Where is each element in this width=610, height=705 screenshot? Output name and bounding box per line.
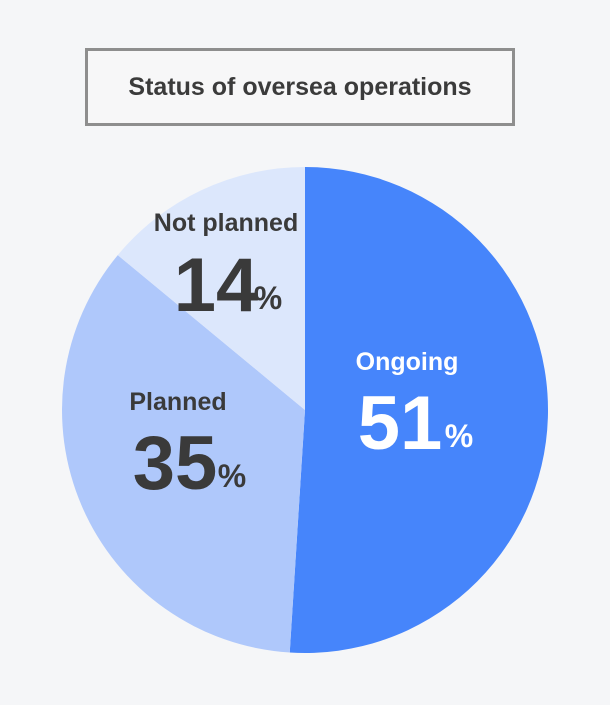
slice-label-not-planned: Not planned: [154, 209, 298, 237]
slice-label-ongoing: Ongoing: [356, 348, 459, 376]
slice-unit-not-planned: %: [254, 280, 282, 316]
slice-value-planned: 35: [133, 421, 218, 506]
slice-unit-planned: %: [218, 458, 246, 494]
chart-title: Status of oversea operations: [128, 72, 472, 101]
pie-labels: Ongoing 51 % Planned 35 % Not planned 14%: [129, 209, 473, 506]
chart-title-box: Status of oversea operations: [85, 48, 515, 126]
pie-slice-ongoing: [289, 167, 549, 654]
slice-value-not-planned: 14: [174, 243, 259, 328]
pie-slice-planned: [62, 255, 305, 653]
slice-value-ongoing: 51: [358, 381, 443, 466]
slice-unit-ongoing: %: [445, 418, 473, 454]
slice-label-planned: Planned: [129, 388, 226, 416]
pie-slice-not-planned: [117, 167, 306, 410]
pie-slices: [62, 167, 549, 654]
